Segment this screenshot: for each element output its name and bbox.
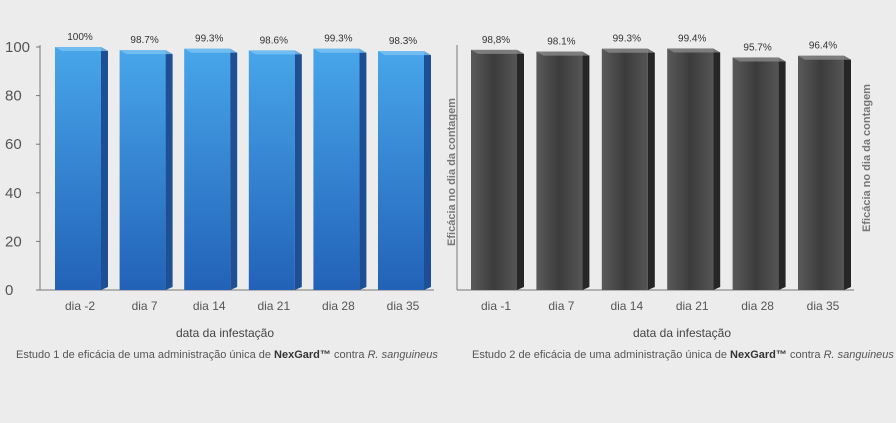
category-label: dia 28 [741,299,774,313]
bar-front [55,47,101,290]
chart-1-caption: Estudo 1 de eficácia de uma administraçã… [16,349,438,361]
category-label: dia 28 [322,299,355,313]
caption-1-middle: contra [330,349,368,361]
bar-top [248,50,302,55]
category-label: dia 35 [387,299,420,313]
bar-front [119,50,166,291]
bar-front [378,51,424,291]
caption-1-species: R. sanguineus [367,349,438,361]
data-label: 98,8% [482,35,510,46]
bar-side [647,48,655,290]
bar-front [798,55,844,290]
category-label: dia 35 [807,299,840,313]
bar-side [165,50,173,291]
bar-top [313,48,367,53]
bar-front [601,48,648,290]
chart-2-bar-3 [601,48,655,290]
bar-top [667,48,721,53]
bar-top [798,55,851,60]
category-label: dia 7 [132,299,158,313]
bar-top [184,48,238,53]
y-tick-label: 20 [5,233,22,250]
bar-front [667,48,714,290]
data-label: 99.3% [195,34,223,45]
caption-2-species: R. sanguineus [823,349,894,361]
bar-top [378,51,431,56]
y-tick-label: 0 [5,282,13,299]
bar-side [424,51,431,291]
bar-side [359,48,367,290]
chart-1-bar-3 [184,48,238,290]
caption-1-prefix: Estudo 1 de eficácia de uma administraçã… [16,349,275,361]
chart-1-bar-1 [55,47,108,290]
bar-top [601,48,655,53]
chart-2-bar-5 [732,57,786,290]
chart-2-x-axis-title: data da infestação [633,326,731,340]
chart-1-bar-2 [119,50,173,291]
data-label: 95.7% [743,42,771,53]
y-axis-title-left: Eficácia no dia da contagem [446,98,458,246]
y-tick-label: 40 [5,185,22,202]
bar-front [536,51,583,290]
bar-top [536,51,590,56]
chart-2-bar-4 [667,48,721,290]
chart-2-bar-1 [471,49,524,290]
bar-top [471,49,524,54]
caption-2-prefix: Estudo 2 de eficácia de uma administraçã… [472,349,731,361]
bar-front [732,57,779,290]
category-label: dia 21 [257,299,290,313]
y-axis-title-right: Eficácia no dia da contagem [861,84,873,232]
caption-2-middle: contra [786,349,824,361]
bar-front [248,50,295,290]
chart-1-bar-5 [313,48,367,290]
y-tick-label: 60 [5,136,22,153]
category-label: dia -2 [65,299,95,313]
data-label: 98.6% [260,35,288,46]
bar-side [294,50,302,290]
category-label: dia 21 [676,299,709,313]
data-label: 98.3% [389,36,417,47]
data-label: 100% [67,32,93,43]
bar-side [844,55,851,290]
bar-front [471,49,517,290]
chart-2-bar-6 [798,55,851,290]
data-label: 98.1% [547,37,575,48]
bar-top [119,50,173,55]
data-label: 99.3% [613,34,641,45]
y-tick-label: 100 [5,39,30,56]
bar-side [101,47,108,290]
bar-front [184,48,231,290]
data-label: 96.4% [809,41,837,52]
bar-side [713,48,721,290]
category-label: dia 14 [193,299,226,313]
category-label: dia -1 [481,299,511,313]
chart-1-bar-6 [378,51,431,291]
chart-2-caption: Estudo 2 de eficácia de uma administraçã… [472,349,894,361]
chart-1-x-axis-title: data da infestação [176,326,274,340]
bar-top [55,47,108,51]
bar-top [732,57,786,62]
caption-2-brand: NexGard™ [730,349,787,361]
bar-front [313,48,360,290]
chart-2-bar-2 [536,51,590,290]
bar-side [517,49,524,290]
chart-1-bar-4 [248,50,302,290]
category-label: dia 7 [548,299,574,313]
bar-side [230,48,238,290]
category-label: dia 14 [610,299,643,313]
data-label: 99.4% [678,33,706,44]
data-label: 99.3% [324,34,352,45]
bar-side [582,51,590,290]
bar-side [778,57,786,290]
y-tick-label: 80 [5,88,22,105]
data-label: 98.7% [130,35,158,46]
caption-1-brand: NexGard™ [274,349,331,361]
